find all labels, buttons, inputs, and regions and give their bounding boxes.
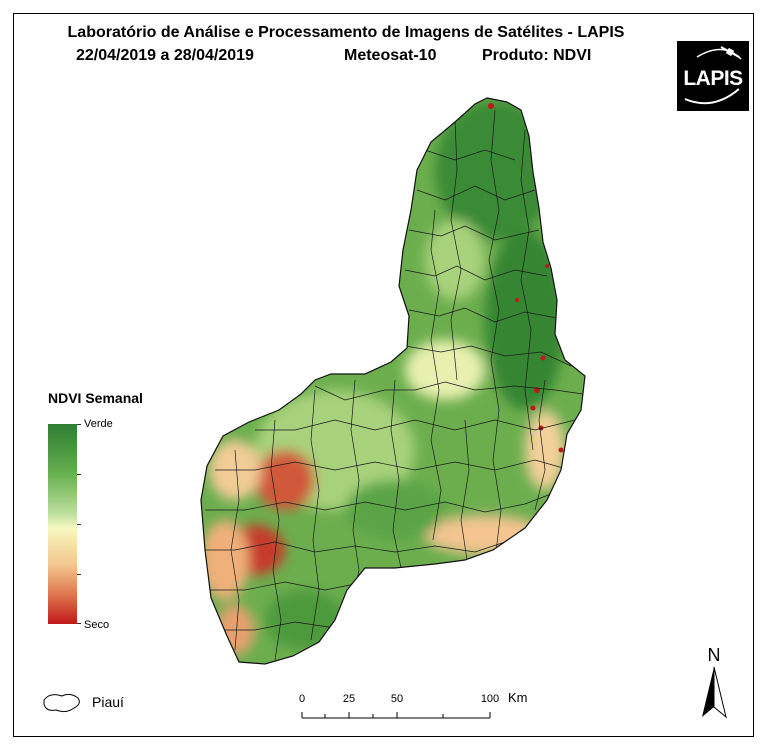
legend-tick bbox=[77, 524, 81, 525]
legend-title: NDVI Semanal bbox=[48, 390, 143, 406]
map-title: Laboratório de Análise e Processamento d… bbox=[67, 24, 625, 41]
scale-unit: Km bbox=[508, 690, 528, 705]
piaui-ndvi-map bbox=[200, 97, 586, 665]
state-boundary bbox=[200, 97, 586, 665]
boundary-icon bbox=[43, 693, 80, 713]
legend-tick bbox=[77, 474, 81, 475]
dry-spots bbox=[488, 103, 564, 453]
scale-tick-label: 50 bbox=[391, 693, 403, 705]
lapis-logo: LAPIS bbox=[677, 41, 749, 111]
satellite-icon bbox=[684, 46, 742, 105]
boundary-label: Piauí bbox=[92, 694, 124, 710]
satellite-name: Meteosat-10 bbox=[344, 47, 437, 64]
north-label: N bbox=[708, 645, 721, 665]
municipality-boundaries bbox=[203, 109, 584, 661]
logo-text: LAPIS bbox=[683, 67, 743, 90]
product-name: Produto: NDVI bbox=[482, 47, 592, 64]
scale-tick-label: 0 bbox=[299, 693, 305, 705]
scale-bar: 0 25 50 100 Km bbox=[299, 690, 528, 719]
legend-tick bbox=[77, 623, 81, 624]
legend-low-label: Seco bbox=[84, 619, 110, 631]
date-range: 22/04/2019 a 28/04/2019 bbox=[76, 47, 254, 64]
legend-tick bbox=[77, 424, 81, 425]
legend-tick bbox=[77, 574, 81, 575]
north-arrow: N bbox=[702, 645, 727, 719]
ndvi-color-ramp bbox=[48, 424, 77, 624]
scale-tick-label: 100 bbox=[481, 693, 499, 705]
legend-high-label: Verde bbox=[84, 418, 113, 430]
scale-tick-label: 25 bbox=[343, 693, 355, 705]
